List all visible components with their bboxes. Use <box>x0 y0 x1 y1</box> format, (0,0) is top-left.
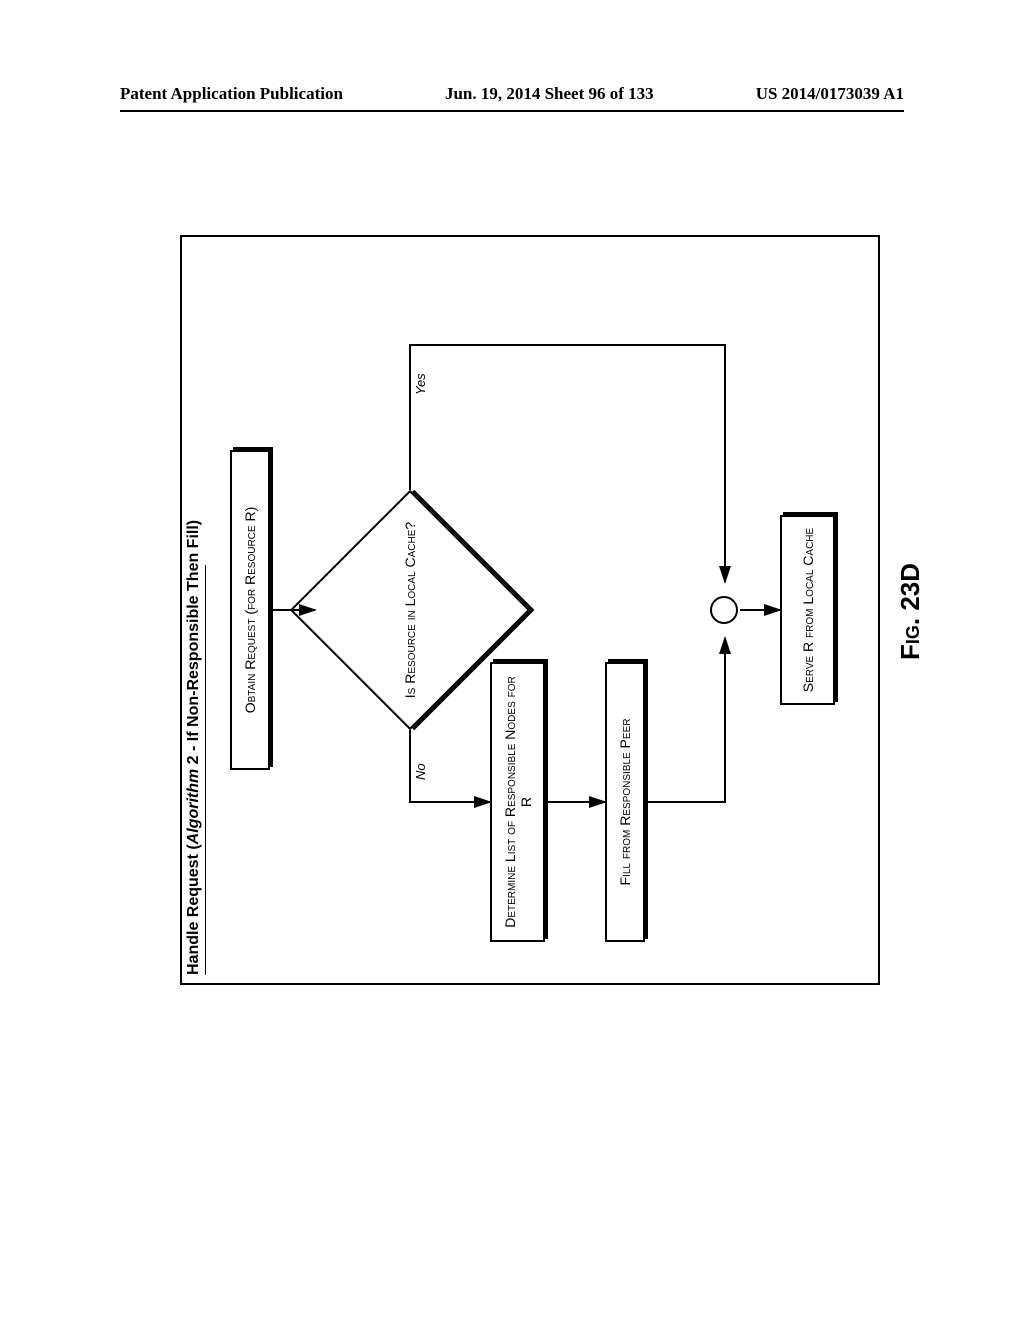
flowchart-arrows <box>180 235 880 985</box>
header-right: US 2014/0173039 A1 <box>756 84 904 104</box>
header-left: Patent Application Publication <box>120 84 343 104</box>
header-rule <box>120 110 904 112</box>
page-header: Patent Application Publication Jun. 19, … <box>120 84 904 104</box>
figure-caption: Fig. 23D <box>895 563 926 660</box>
header-center: Jun. 19, 2014 Sheet 96 of 133 <box>445 84 654 104</box>
flowchart-figure: Handle Request (Algorithm 2 - If Non-Res… <box>155 260 905 960</box>
page: Patent Application Publication Jun. 19, … <box>0 0 1024 1320</box>
